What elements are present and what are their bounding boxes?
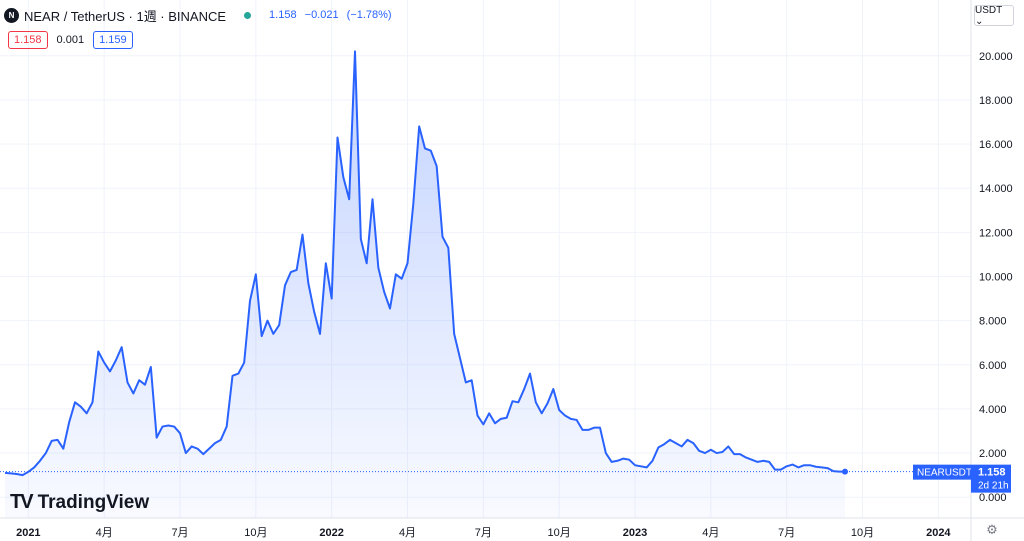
x-tick-label: 2023 [623, 527, 647, 539]
y-tick-label: 4.000 [979, 404, 1007, 416]
last-price-tag [971, 464, 1011, 493]
x-tick-label: 2024 [926, 527, 951, 539]
x-tick-label: 10月 [244, 527, 267, 539]
x-tick-label: 4月 [96, 527, 113, 539]
bid-button[interactable]: 1.158 [8, 31, 48, 49]
y-tick-label: 18.000 [979, 95, 1013, 107]
price-change-value: −0.021 [304, 9, 339, 21]
x-tick-label: 7月 [171, 527, 188, 539]
currency-button[interactable]: USDT ⌄ [974, 5, 1014, 27]
price-area [0, 51, 971, 518]
bar-countdown-label: 2d 21h [978, 481, 1009, 492]
x-tick-label: 4月 [702, 527, 719, 539]
y-tick-label: 12.000 [979, 227, 1013, 239]
spread-value: 0.001 [56, 34, 85, 46]
symbol-tag [913, 464, 971, 480]
price-area-fill [5, 51, 845, 518]
last-price-marker: NEARUSDT 1.158 2d 21h [913, 464, 1011, 493]
symbol-header[interactable]: N NEAR / TetherUS · 1週 · BINANCE 1.158 −… [4, 5, 397, 25]
settings-gear-icon[interactable]: ⚙ [986, 522, 998, 537]
x-tick-label: 2021 [16, 527, 40, 539]
x-tick-label: 2022 [319, 527, 343, 539]
last-price-point [842, 468, 848, 475]
tradingview-logo[interactable]: TV TradingView [10, 491, 149, 514]
market-status-icon[interactable] [244, 11, 252, 19]
price-change: 1.158 −0.021 (−1.78%) [269, 9, 397, 21]
price-line [4, 50, 848, 477]
y-axis-labels[interactable]: 20.000 18.000 16.000 14.000 12.000 10.000 8.00… [979, 51, 1013, 504]
x-tick-label: 10月 [851, 527, 874, 539]
y-tick-label: 14.000 [979, 183, 1013, 195]
quote-row: 1.158 0.001 1.159 [8, 31, 133, 49]
y-tick-label: 20.000 [979, 51, 1013, 63]
ask-button[interactable]: 1.159 [93, 31, 133, 49]
y-tick-label: 16.000 [979, 139, 1013, 151]
x-tick-label: 4月 [399, 527, 416, 539]
price-series-line [4, 50, 846, 477]
y-tick-label: 8.000 [979, 316, 1007, 328]
price-change-percent: (−1.78%) [346, 9, 392, 21]
last-price-label: 1.158 [978, 467, 1006, 479]
symbol-tag-label: NEARUSDT [917, 468, 972, 479]
tradingview-wordmark: TradingView [37, 491, 150, 513]
current-price: 1.158 [269, 9, 297, 21]
y-tick-label: 10.000 [979, 272, 1013, 284]
x-tick-label: 7月 [475, 527, 492, 539]
tradingview-mark-icon: TV [10, 491, 34, 513]
y-tick-label: 2.000 [979, 448, 1007, 460]
x-axis-labels[interactable]: 2021 4月 7月 10月 2022 4月 7月 10月 2023 4月 7月 10月 2024 [16, 527, 951, 539]
x-tick-label: 7月 [778, 527, 795, 539]
x-tick-label: 10月 [548, 527, 571, 539]
y-tick-label: 0.000 [979, 492, 1007, 504]
symbol-title[interactable]: NEAR / TetherUS · 1週 · BINANCE [24, 8, 227, 24]
y-tick-label: 6.000 [979, 360, 1007, 372]
near-logo-icon: N [4, 7, 19, 23]
